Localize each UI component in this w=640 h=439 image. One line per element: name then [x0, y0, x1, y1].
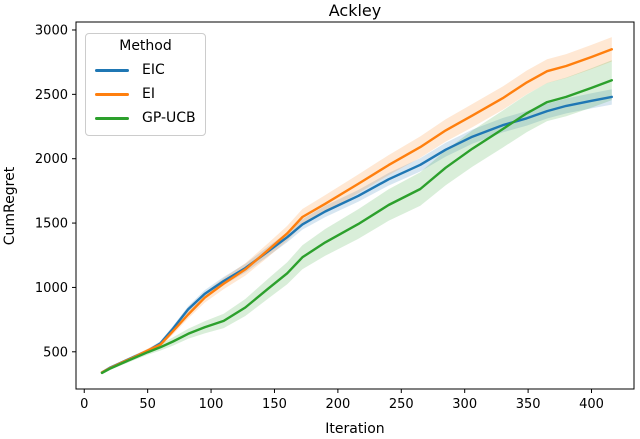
- y-axis-label: CumRegret: [2, 166, 18, 245]
- y-tick-label-2000: 2000: [35, 152, 68, 167]
- x-axis-label: Iteration: [325, 421, 384, 437]
- legend-label-gpucb: GP-UCB: [142, 110, 196, 126]
- x-tick-label-350: 350: [516, 397, 541, 412]
- band-gp-ucb: [102, 60, 612, 375]
- x-tick-label-250: 250: [389, 397, 414, 412]
- legend-entry-ei: EI: [86, 82, 205, 106]
- confidence-bands: [102, 37, 612, 375]
- legend-line-swatch-ei: [95, 92, 129, 96]
- x-tick-label-100: 100: [199, 397, 224, 412]
- legend-title: Method: [119, 38, 172, 54]
- series-line-ei: [100, 48, 613, 374]
- legend: Method EIC EI GP-UCB: [85, 33, 206, 136]
- x-tick-label-400: 400: [579, 397, 604, 412]
- series-line-gp-ucb: [100, 79, 613, 375]
- y-axis-ticks: 500 1000 1500 2000 2500 3000: [35, 23, 76, 360]
- y-tick-label-1000: 1000: [35, 281, 68, 296]
- x-axis-ticks: 0 50 100 150 200 250 300 350 400: [80, 389, 604, 412]
- x-tick-label-200: 200: [325, 397, 350, 412]
- legend-entry-gpucb: GP-UCB: [86, 106, 205, 130]
- legend-label-eic: EIC: [142, 62, 165, 78]
- axes-spines: [75, 21, 635, 390]
- y-tick-label-500: 500: [43, 345, 68, 360]
- y-tick-label-3000: 3000: [35, 23, 68, 38]
- legend-entry-eic: EIC: [86, 58, 205, 82]
- x-tick-label-150: 150: [262, 397, 287, 412]
- band-ei: [102, 37, 612, 374]
- x-tick-label-0: 0: [80, 397, 88, 412]
- chart-title: Ackley: [329, 1, 381, 20]
- legend-line-swatch-eic: [95, 68, 129, 72]
- y-tick-label-2500: 2500: [35, 88, 68, 103]
- x-tick-label-300: 300: [452, 397, 477, 412]
- legend-label-ei: EI: [142, 86, 155, 102]
- y-tick-label-1500: 1500: [35, 217, 68, 232]
- series-lines: [100, 48, 613, 375]
- x-tick-label-50: 50: [139, 397, 156, 412]
- legend-line-swatch-gpucb: [95, 116, 129, 120]
